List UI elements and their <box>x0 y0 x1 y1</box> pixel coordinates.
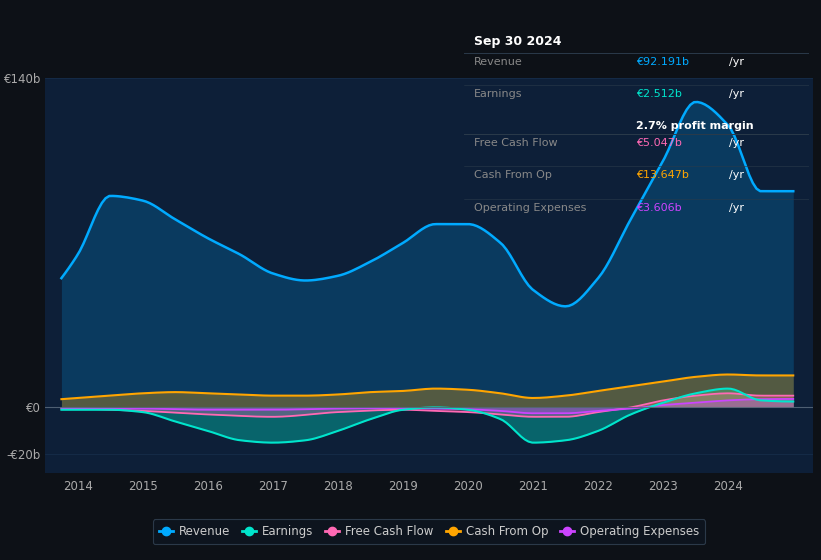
Text: /yr: /yr <box>729 203 745 213</box>
Text: /yr: /yr <box>729 170 745 180</box>
Text: €92.191b: €92.191b <box>636 57 690 67</box>
Text: Earnings: Earnings <box>475 90 523 99</box>
Text: /yr: /yr <box>729 57 745 67</box>
Text: /yr: /yr <box>729 138 745 148</box>
Text: Revenue: Revenue <box>475 57 523 67</box>
Text: Cash From Op: Cash From Op <box>475 170 552 180</box>
Text: Free Cash Flow: Free Cash Flow <box>475 138 557 148</box>
Text: Operating Expenses: Operating Expenses <box>475 203 586 213</box>
Text: 2.7% profit margin: 2.7% profit margin <box>636 122 754 132</box>
Text: €5.047b: €5.047b <box>636 138 682 148</box>
Text: /yr: /yr <box>729 90 745 99</box>
Text: €2.512b: €2.512b <box>636 90 682 99</box>
Text: €3.606b: €3.606b <box>636 203 682 213</box>
Text: Sep 30 2024: Sep 30 2024 <box>475 35 562 48</box>
Text: €13.647b: €13.647b <box>636 170 689 180</box>
Legend: Revenue, Earnings, Free Cash Flow, Cash From Op, Operating Expenses: Revenue, Earnings, Free Cash Flow, Cash … <box>153 520 705 544</box>
